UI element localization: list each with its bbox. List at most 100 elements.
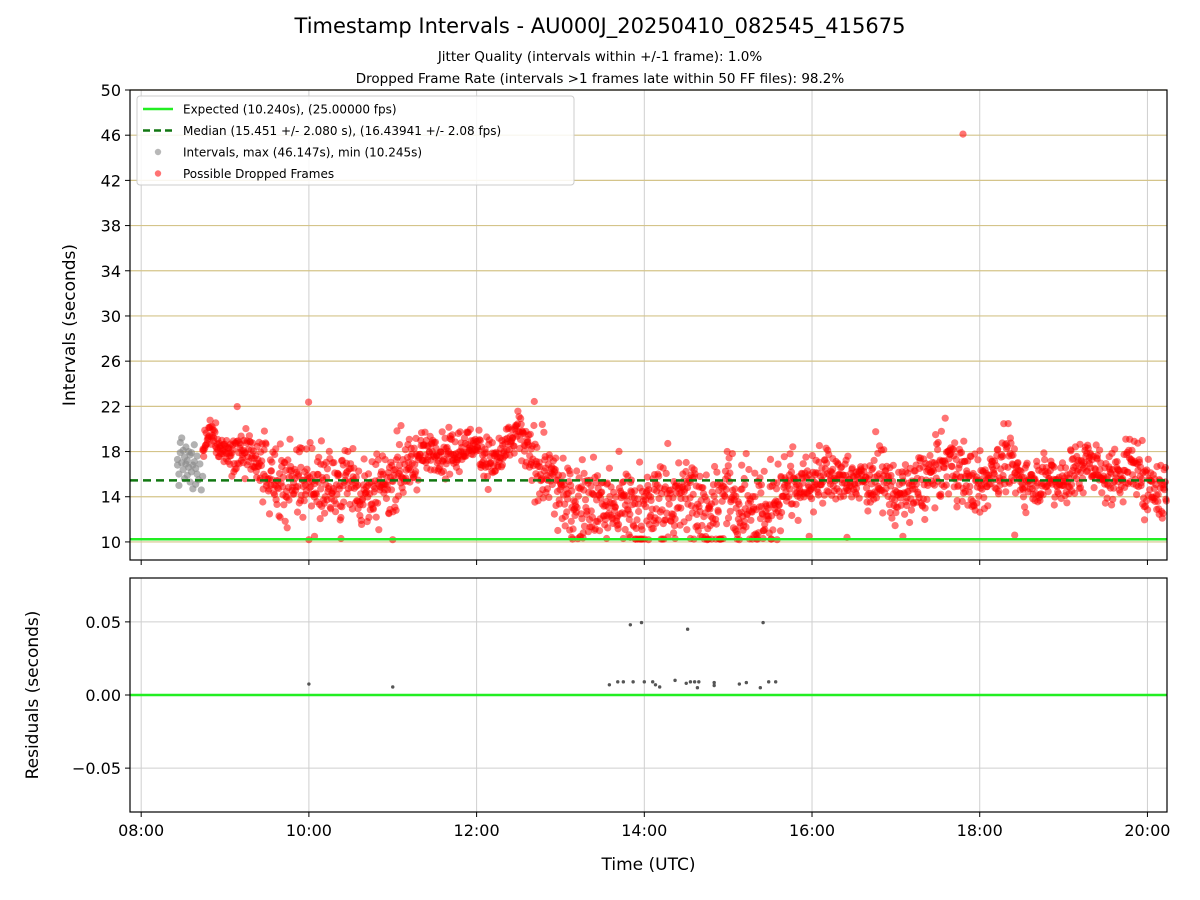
dropped-frame-point [951, 439, 959, 447]
legend-entry-intervals: Intervals, max (46.147s), min (10.245s) [183, 146, 422, 160]
dropped-frame-point [229, 446, 237, 454]
dropped-frame-point [293, 508, 302, 516]
dropped-frame-point [1076, 440, 1084, 448]
dropped-frame-point [538, 420, 546, 428]
dropped-frame-point [294, 470, 303, 478]
dropped-frame-point [283, 524, 291, 532]
interval-point [199, 472, 207, 480]
dropped-frame-point [872, 494, 881, 502]
dropped-frame-point [578, 515, 586, 523]
dropped-frame-point [689, 490, 697, 498]
dropped-frame-point [789, 443, 797, 451]
dropped-frame-point [747, 516, 755, 524]
residual-point [657, 685, 662, 689]
dropped-frame-point [200, 452, 208, 460]
residual-point [621, 680, 626, 684]
dropped-frame-point [769, 526, 777, 534]
dropped-frame-point [451, 438, 459, 446]
dropped-frame-point [1061, 464, 1070, 472]
dropped-frame-point [456, 428, 464, 436]
dropped-frame-point [316, 515, 324, 523]
dropped-frame-point [233, 403, 241, 411]
interval-point [193, 452, 201, 460]
residual-point [631, 680, 635, 684]
dropped-frame-point [352, 473, 360, 481]
dropped-frame-point [1063, 499, 1071, 507]
dropped-frame-point [555, 500, 564, 508]
residual-point [688, 680, 693, 684]
dropped-frame-point [659, 464, 667, 472]
dropped-frame-point [1009, 451, 1017, 459]
interval-point [175, 481, 183, 490]
x-tick-label: 14:00 [621, 821, 667, 840]
dropped-frame-point [780, 453, 788, 461]
residual-point [773, 680, 778, 684]
interval-point [197, 486, 205, 494]
dropped-frame-point [702, 471, 710, 479]
dropped-frame-point [554, 526, 562, 535]
dropped-frame-point [751, 469, 759, 477]
jitter-quality-subtitle: Jitter Quality (intervals within +/-1 fr… [437, 49, 763, 65]
interval-point [193, 470, 201, 478]
dropped-frame-point [735, 500, 743, 508]
dropped-frame-point [528, 476, 536, 484]
dropped-frame-point [382, 494, 390, 503]
dropped-frame-point [574, 492, 583, 500]
dropped-frame-point [1022, 509, 1030, 517]
residual-point [697, 680, 701, 684]
dropped-frame-point [484, 485, 492, 494]
dropped-frame-point [776, 527, 785, 535]
dropped-frame-point [732, 492, 740, 500]
dropped-frame-point [1072, 474, 1080, 483]
dropped-frame-point [787, 468, 796, 476]
residual-point [607, 683, 612, 687]
dropped-frame-point [906, 518, 914, 527]
dropped-frame-points [199, 130, 1170, 544]
dropped-frame-point [587, 507, 595, 515]
dropped-frame-point [948, 463, 956, 471]
dropped-frame-point [802, 453, 810, 461]
dropped-frame-point [1113, 458, 1121, 466]
dropped-frame-point [393, 427, 401, 435]
dropped-frame-point [931, 504, 939, 512]
dropped-frame-point [612, 493, 620, 501]
dropped-frame-point [710, 492, 718, 500]
dropped-frame-point [626, 510, 634, 518]
y-tick-label: 34 [101, 262, 121, 281]
dropped-frame-point [514, 407, 522, 415]
dropped-frame-point [724, 462, 732, 470]
dropped-frame-point [778, 508, 786, 517]
dropped-frame-point [566, 470, 574, 478]
legend-swatch-intervals [154, 148, 162, 156]
x-tick-label: 12:00 [454, 821, 500, 840]
dropped-frame-point [937, 490, 945, 498]
dropped-frame-point [593, 472, 602, 480]
residual-point [650, 680, 655, 684]
dropped-frame-point [976, 447, 984, 455]
dropped-frame-point [960, 437, 968, 445]
dropped-frame-point [276, 513, 284, 521]
dropped-frame-point [448, 431, 456, 439]
residual-point [712, 683, 716, 688]
dropped-frame-point [901, 510, 909, 518]
y-tick-label: 38 [101, 217, 121, 236]
dropped-frame-point [1044, 488, 1052, 496]
dropped-frame-point [1010, 445, 1019, 453]
dropped-frame-point [488, 439, 496, 447]
dropped-frame-point [359, 501, 367, 509]
dropped-frame-point [431, 438, 439, 446]
dropped-frame-point [760, 467, 768, 475]
dropped-frame-point [466, 425, 474, 433]
dropped-frame-point [358, 520, 366, 529]
dropped-frame-point [945, 490, 953, 498]
residuals-panel: 08:00 10:00 12:00 14:00 16:00 18:00 20:00 0.05… [23, 577, 1170, 875]
dropped-frame-point [819, 499, 827, 507]
dropped-frame-point [1023, 459, 1031, 467]
dropped-frame-point [980, 494, 988, 502]
dropped-frame-point [272, 445, 280, 453]
dropped-frame-point [245, 432, 253, 440]
residual-point [616, 680, 620, 684]
dropped-frame-point [258, 457, 266, 465]
dropped-frame-point [999, 452, 1007, 460]
dropped-frame-point [392, 506, 400, 514]
